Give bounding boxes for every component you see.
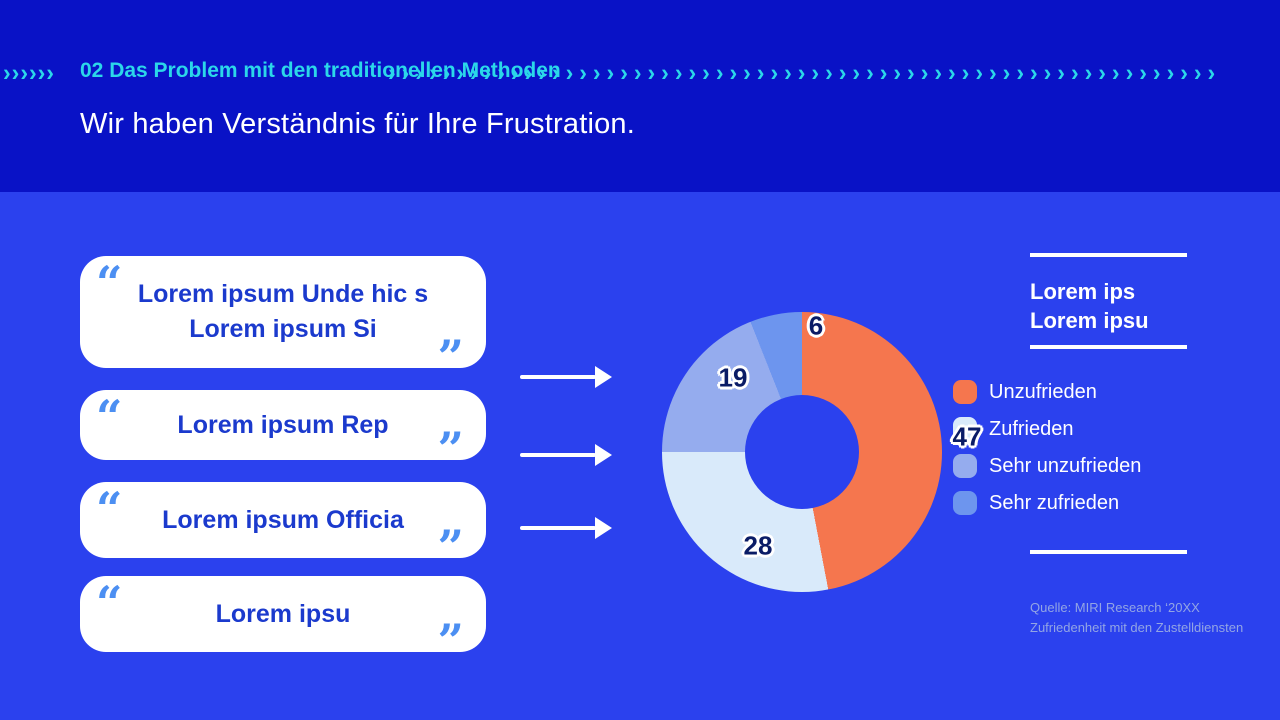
quote-text: Lorem ipsum Officia: [162, 505, 404, 534]
divider: [1030, 253, 1187, 257]
legend-swatch-zufrieden: [953, 417, 977, 441]
right-arrow-icon: [520, 366, 612, 388]
page-title: Wir haben Verständnis für Ihre Frustrati…: [80, 108, 636, 140]
quote-card: “ Lorem ipsu ”: [80, 576, 486, 664]
legend-item: Zufrieden: [953, 417, 1141, 441]
close-quote-icon: ”: [437, 330, 464, 384]
aside-title: Lorem ips Lorem ipsu: [1030, 279, 1149, 333]
close-quote-icon: ”: [437, 422, 464, 476]
chevron-strip-left-icon: ››››››: [3, 58, 55, 86]
source-note: Quelle: MIRI Research ‘20XX Zufriedenhei…: [1030, 598, 1243, 638]
quote-text: Lorem ipsum Unde hic s Lorem ipsum Si: [137, 280, 429, 343]
right-arrow-icon: [520, 517, 612, 539]
legend-item: Sehr zufrieden: [953, 491, 1141, 515]
open-quote-icon: “: [96, 390, 123, 444]
quote-text: Lorem ipsu: [215, 599, 351, 628]
legend-label: Zufrieden: [989, 417, 1074, 440]
open-quote-icon: “: [96, 576, 123, 630]
source-line: Quelle: MIRI Research ‘20XX: [1030, 600, 1200, 615]
legend-item: Sehr unzufrieden: [953, 454, 1141, 478]
close-quote-icon: ”: [437, 614, 464, 668]
close-quote-icon: ”: [437, 520, 464, 574]
quote-card: “ Lorem ipsum Unde hic s Lorem ipsum Si …: [80, 256, 486, 380]
legend-swatch-unzufrieden: [953, 380, 977, 404]
legend-label: Unzufrieden: [989, 380, 1097, 403]
legend-swatch-sehr-zufrieden: [953, 491, 977, 515]
legend-item: Unzufrieden: [953, 380, 1141, 404]
source-line: Zufriedenheit mit den Zustelldiensten: [1030, 620, 1244, 635]
header-band: ›››››› ›››››››››››››››››››››››››››››››››…: [0, 0, 1280, 192]
section-label: 02 Das Problem mit den traditionellen Me…: [80, 59, 561, 82]
legend-swatch-sehr-unzufrieden: [953, 454, 977, 478]
open-quote-icon: “: [96, 256, 123, 310]
chart-legend: Unzufrieden Zufrieden Sehr unzufrieden S…: [953, 380, 1141, 528]
divider: [1030, 550, 1187, 554]
data-label-sehr-unzufrieden: 19: [718, 362, 748, 393]
legend-label: Sehr unzufrieden: [989, 454, 1142, 477]
divider: [1030, 345, 1187, 349]
chevron-strip-right-icon: ››››››››››››››››››››››››››››››››››››››››…: [388, 58, 1222, 86]
open-quote-icon: “: [96, 482, 123, 536]
donut-hole: [745, 395, 859, 509]
quote-card: “ Lorem ipsum Rep ”: [80, 390, 486, 472]
data-label-zufrieden: 28: [743, 530, 773, 561]
quote-card: “ Lorem ipsum Officia ”: [80, 482, 486, 570]
data-label-unzufrieden: 47: [952, 421, 982, 452]
quote-text: Lorem ipsum Rep: [177, 410, 389, 439]
right-arrow-icon: [520, 444, 612, 466]
data-label-sehr-zufrieden: 6: [808, 310, 824, 341]
legend-label: Sehr zufrieden: [989, 491, 1120, 514]
